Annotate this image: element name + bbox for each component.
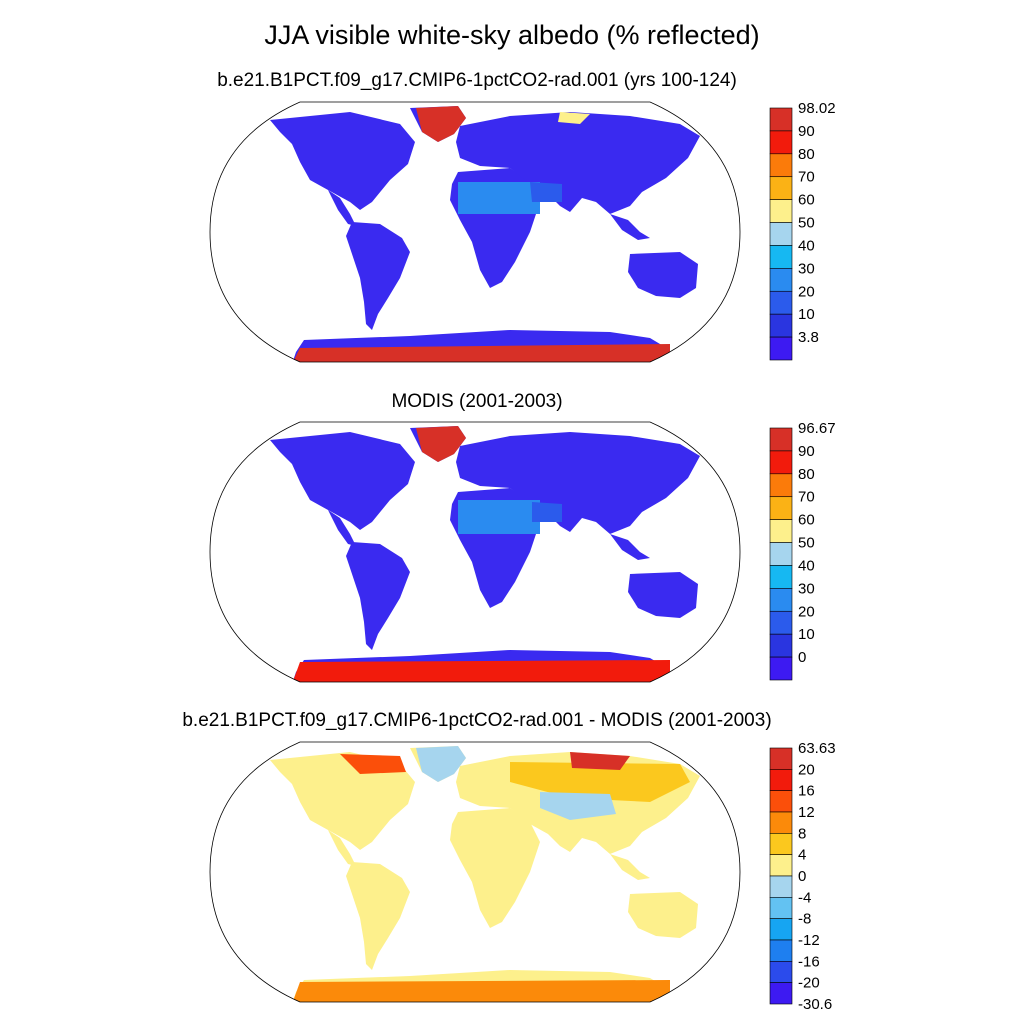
colorbar-swatch	[769, 939, 793, 962]
colorbar-tick-label: 96.67	[798, 420, 836, 437]
colorbar-tick-label: 90	[798, 443, 815, 460]
colorbar-swatch	[769, 961, 793, 983]
colorbar-tick-label: 40	[798, 557, 815, 574]
colorbar-1: 96.67 90 80 70 60 50 40 30 20 10 0	[769, 420, 836, 681]
siberia-hot-shape	[570, 752, 630, 770]
sahara-shape	[458, 500, 540, 534]
colorbar-swatch	[769, 519, 793, 543]
greenland-ice-shape	[416, 106, 466, 142]
colorbar-swatch	[769, 897, 793, 919]
colorbar-tick-label: 98.02	[798, 100, 836, 117]
colorbar-swatch	[769, 918, 793, 941]
colorbar-swatch	[769, 199, 793, 223]
colorbar-tick-label: -20	[798, 975, 820, 992]
panel-title-modis: MODIS (2001-2003)	[391, 391, 563, 412]
colorbar-tick-label: 4	[798, 847, 806, 864]
colorbar-tick-label: 0	[798, 649, 806, 666]
arctic-canada-hot-shape	[340, 754, 406, 774]
colorbar-tick-label: 8	[798, 825, 806, 842]
colorbar-swatch	[769, 245, 793, 269]
colorbar-swatch	[769, 176, 793, 200]
colorbar-swatch	[769, 769, 793, 791]
colorbar-swatch	[769, 565, 793, 589]
colorbar-swatch	[769, 336, 793, 361]
colorbar-tick-label: 12	[798, 804, 815, 821]
colorbar-swatch	[769, 473, 793, 498]
colorbar-tick-label: 20	[798, 283, 815, 300]
colorbar-tick-label: 80	[798, 466, 815, 483]
panel-title-model: b.e21.B1PCT.f09_g17.CMIP6-1pctCO2-rad.00…	[217, 70, 737, 91]
colorbar-tick-label: 50	[798, 215, 815, 232]
colorbar-swatch	[769, 633, 793, 658]
colorbar-tick-label: 20	[798, 761, 815, 778]
colorbar-swatch	[769, 268, 793, 292]
arabia-shape	[530, 182, 562, 202]
antarctica-diff-shape	[292, 980, 670, 1002]
sahara-shape	[458, 182, 540, 214]
colorbars: 98.029080706050403020103.896.67908070605…	[769, 100, 836, 1013]
arctic-coast-shape	[558, 112, 590, 124]
colorbar-swatch	[769, 313, 793, 338]
colorbar-tick-label: -4	[798, 889, 811, 906]
colorbar-tick-label: -30.6	[798, 996, 832, 1013]
colorbar-tick-label: 0	[798, 868, 806, 885]
colorbar-0: 98.02 90 80 70 60 50 40 30 20 10 3.8	[769, 100, 836, 361]
colorbar-tick-label: 70	[798, 169, 815, 186]
colorbar-swatch	[769, 811, 793, 834]
figure-title: JJA visible white-sky albedo (% reflecte…	[264, 20, 760, 50]
colorbar-tick-label: 10	[798, 626, 815, 643]
colorbar-swatch	[769, 450, 793, 475]
colorbar-swatch	[769, 290, 793, 315]
antarctica-ice-shape	[292, 660, 670, 682]
map-panel-model	[209, 101, 741, 363]
colorbar-swatch	[769, 656, 793, 681]
colorbar-tick-label: 70	[798, 489, 815, 506]
colorbar-swatch	[769, 747, 793, 770]
colorbar-swatch	[769, 833, 793, 855]
colorbar-swatch	[769, 982, 793, 1005]
colorbar-swatch	[769, 496, 793, 520]
colorbar-2: 63.63 20 16 12 8 4 0 -4 -8 -12 -16 -20 -30.6	[769, 740, 836, 1013]
colorbar-tick-label: 60	[798, 192, 815, 209]
map-panel-difference	[209, 741, 741, 1003]
colorbar-tick-label: 3.8	[798, 329, 819, 346]
arabia-shape	[532, 502, 562, 522]
colorbar-tick-label: 60	[798, 512, 815, 529]
colorbar-swatch	[769, 222, 793, 246]
colorbar-tick-label: 80	[798, 146, 815, 163]
colorbar-swatch	[769, 427, 793, 452]
colorbar-tick-label: 30	[798, 260, 815, 277]
colorbar-tick-label: -16	[798, 953, 820, 970]
colorbar-swatch	[769, 875, 793, 898]
colorbar-tick-label: 50	[798, 535, 815, 552]
colorbar-swatch	[769, 153, 793, 178]
colorbar-tick-label: 10	[798, 306, 815, 323]
colorbar-swatch	[769, 610, 793, 635]
colorbar-tick-label: 90	[798, 123, 815, 140]
colorbar-swatch	[769, 588, 793, 612]
greenland-hot-shape	[416, 746, 466, 782]
panel-title-difference: b.e21.B1PCT.f09_g17.CMIP6-1pctCO2-rad.00…	[182, 710, 772, 731]
greenland-ice-shape	[416, 426, 466, 462]
colorbar-tick-label: 30	[798, 580, 815, 597]
colorbar-swatch	[769, 790, 793, 813]
map-panel-modis	[209, 421, 741, 683]
antarctica-ice-shape	[292, 344, 670, 362]
colorbar-swatch	[769, 130, 793, 155]
colorbar-tick-label: -12	[798, 932, 820, 949]
colorbar-tick-label: -8	[798, 911, 811, 928]
colorbar-tick-label: 16	[798, 783, 815, 800]
colorbar-swatch	[769, 542, 793, 566]
colorbar-swatch	[769, 854, 793, 877]
colorbar-tick-label: 40	[798, 237, 815, 254]
colorbar-tick-label: 63.63	[798, 740, 836, 757]
colorbar-swatch	[769, 107, 793, 132]
central-asia-cool-shape	[540, 792, 616, 820]
colorbar-tick-label: 20	[798, 603, 815, 620]
eurasia-warm-band-shape	[510, 762, 690, 802]
